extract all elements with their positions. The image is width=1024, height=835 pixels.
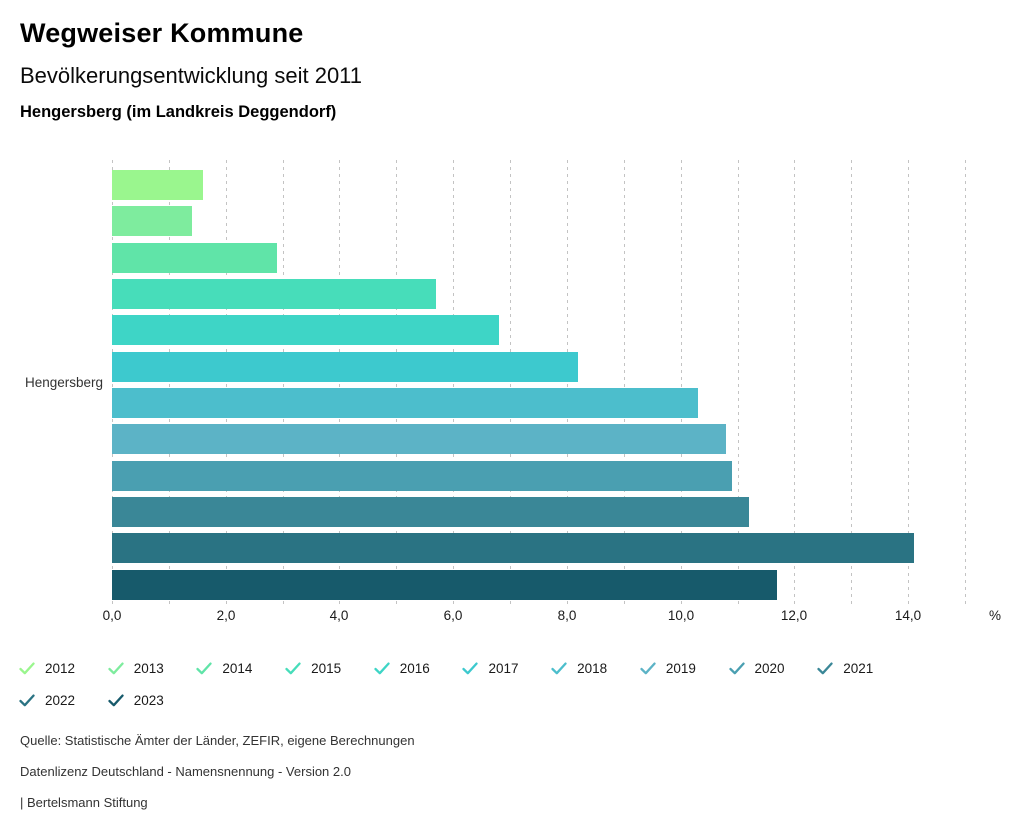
- attribution-text: | Bertelsmann Stiftung: [20, 795, 148, 810]
- checkmark-icon-2017: [462, 662, 479, 675]
- checkmark-icon-2023: [108, 694, 124, 707]
- legend-item-2020[interactable]: 2020: [728, 661, 818, 676]
- checkmark-icon-2012: [19, 662, 35, 675]
- legend-item-2012[interactable]: 2012: [19, 661, 108, 676]
- municipality-label: Hengersberg (im Landkreis Deggendorf): [20, 103, 337, 121]
- y-axis-category-label: Hengersberg: [24, 375, 103, 390]
- legend-label-2018: 2018: [577, 661, 608, 676]
- legend-row-1: 2012 2013 2014 2015 2016 2017 2018 2019 2020 2021: [19, 661, 906, 676]
- checkmark-icon-2015: [285, 662, 301, 675]
- gridline-7: [510, 160, 511, 606]
- bar-2022: [112, 533, 914, 563]
- gridline-8: [567, 160, 568, 606]
- gridline-9: [624, 160, 625, 606]
- page-title: Wegweiser Kommune: [20, 18, 304, 48]
- bar-2012: [112, 170, 203, 200]
- checkmark-icon-2016: [374, 662, 390, 675]
- checkmark-icon-2014: [196, 662, 213, 675]
- gridline-6: [453, 160, 454, 606]
- legend-label-2020: 2020: [754, 661, 785, 676]
- gridline-13: [851, 160, 852, 606]
- checkmark-icon-2013: [108, 662, 124, 675]
- source-text: Quelle: Statistische Ämter der Länder, Z…: [20, 733, 415, 748]
- legend-item-2021[interactable]: 2021: [817, 661, 906, 676]
- legend-item-2014[interactable]: 2014: [196, 661, 285, 676]
- x-tick-label-0: 0,0: [102, 608, 122, 623]
- x-tick-label-4: 4,0: [329, 608, 349, 623]
- legend-label-2019: 2019: [665, 661, 696, 676]
- bar-2014: [112, 243, 277, 273]
- bar-2019: [112, 424, 726, 454]
- gridline-14: [908, 160, 909, 606]
- checkmark-icon-2020: [728, 662, 745, 675]
- bar-2018: [112, 388, 698, 418]
- bar-2023: [112, 570, 777, 600]
- gridline-12: [794, 160, 795, 606]
- legend-item-2019[interactable]: 2019: [640, 661, 729, 676]
- legend-label-2013: 2013: [133, 661, 164, 676]
- bar-2021: [112, 497, 749, 527]
- x-tick-label-12: 12,0: [780, 608, 808, 623]
- legend-item-2018[interactable]: 2018: [551, 661, 640, 676]
- legend-label-2023: 2023: [133, 693, 164, 708]
- bar-2016: [112, 315, 499, 345]
- legend-label-2016: 2016: [399, 661, 430, 676]
- gridline-5: [396, 160, 397, 606]
- gridline-11: [738, 160, 739, 606]
- checkmark-icon-2022: [19, 694, 35, 707]
- x-tick-label-6: 6,0: [443, 608, 463, 623]
- gridline-10: [681, 160, 682, 606]
- legend-item-2016[interactable]: 2016: [374, 661, 463, 676]
- chart-title: Bevölkerungsentwicklung seit 2011: [20, 63, 363, 88]
- legend-item-2013[interactable]: 2013: [108, 661, 197, 676]
- checkmark-icon-2019: [640, 662, 656, 675]
- license-text: Datenlizenz Deutschland - Namensnennung …: [20, 764, 351, 779]
- bar-2017: [112, 352, 578, 382]
- legend-item-2017[interactable]: 2017: [462, 661, 551, 676]
- legend-row-2: 2022 2023: [19, 693, 196, 708]
- x-axis-unit-label: %: [988, 608, 1002, 623]
- legend-label-2015: 2015: [311, 661, 342, 676]
- checkmark-icon-2018: [551, 662, 567, 675]
- x-tick-label-14: 14,0: [894, 608, 922, 623]
- gridline-15: [965, 160, 966, 606]
- plot-area: 0,0 2,0 4,0 6,0 8,0 10,0 12,0 14,0%: [103, 160, 1001, 623]
- bar-2020: [112, 461, 732, 491]
- gridline-4: [339, 160, 340, 606]
- legend-item-2022[interactable]: 2022: [19, 693, 108, 708]
- legend-label-2021: 2021: [843, 661, 874, 676]
- gridline-0: [112, 160, 113, 606]
- legend-item-2015[interactable]: 2015: [285, 661, 374, 676]
- x-tick-label-8: 8,0: [557, 608, 577, 623]
- x-tick-label-2: 2,0: [216, 608, 236, 623]
- gridline-1: [169, 160, 170, 606]
- legend-label-2012: 2012: [45, 661, 76, 676]
- gridline-2: [226, 160, 227, 606]
- gridline-3: [283, 160, 284, 606]
- legend-label-2017: 2017: [488, 661, 519, 676]
- legend-label-2022: 2022: [45, 693, 76, 708]
- checkmark-icon-2021: [817, 662, 833, 675]
- bar-2013: [112, 206, 192, 236]
- bar-2015: [112, 279, 436, 309]
- x-tick-label-10: 10,0: [667, 608, 695, 623]
- legend-item-2023[interactable]: 2023: [108, 693, 197, 708]
- legend-label-2014: 2014: [222, 661, 253, 676]
